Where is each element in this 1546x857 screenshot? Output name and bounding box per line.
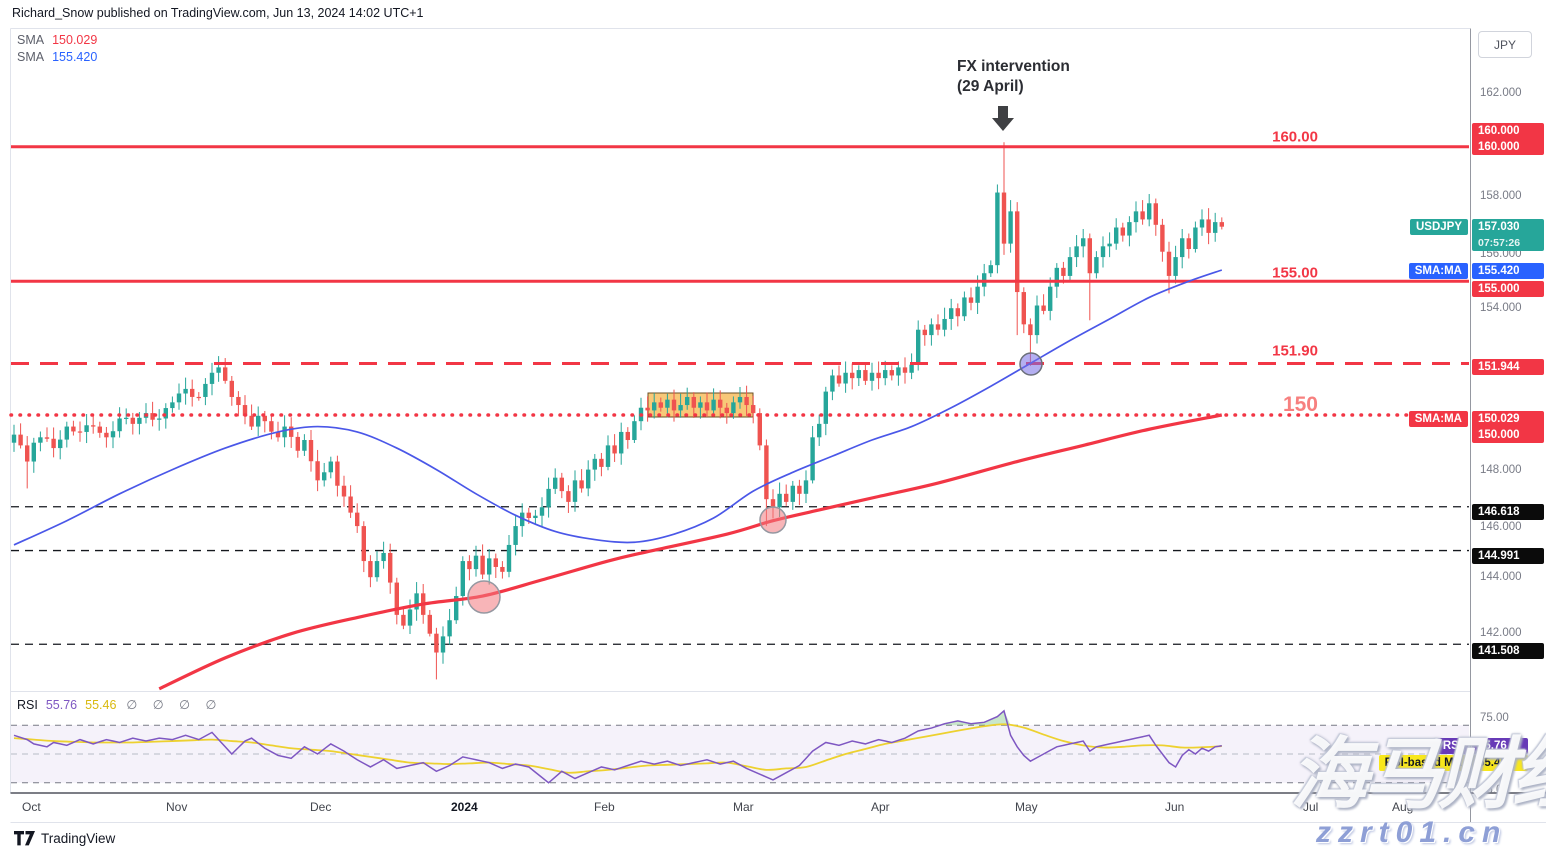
- badge-value: 160.000: [1478, 141, 1520, 153]
- rsi-legend[interactable]: RSI 55.76 55.46 ∅ ∅ ∅ ∅: [17, 697, 222, 712]
- level-label: 151.90: [1272, 342, 1318, 360]
- price-axis-badge[interactable]: 150.029 150.000: [1472, 411, 1544, 443]
- badge-side-label[interactable]: SMA:MA: [1408, 411, 1468, 427]
- badge-value: 150.000: [1478, 429, 1520, 441]
- badge-side-label[interactable]: RSI: [1436, 738, 1468, 754]
- sma-fast-label: SMA: [17, 33, 45, 47]
- time-axis-label[interactable]: Aug: [1392, 800, 1414, 814]
- price-axis-tick[interactable]: 158.000: [1480, 190, 1522, 202]
- badge-value: 151.944: [1478, 361, 1520, 373]
- currency-unit-button[interactable]: JPY: [1478, 31, 1532, 58]
- price-axis-badge[interactable]: 144.991: [1472, 548, 1544, 564]
- time-axis-label[interactable]: Apr: [871, 800, 890, 814]
- price-axis-badge[interactable]: 155.000: [1472, 281, 1544, 297]
- badge-value: 160.000: [1478, 125, 1520, 137]
- badge-value: 157.030: [1478, 221, 1520, 233]
- badge-value: 141.508: [1478, 645, 1520, 657]
- price-axis-tick[interactable]: 144.000: [1480, 571, 1522, 583]
- time-axis-label[interactable]: Mar: [733, 800, 754, 814]
- badge-value: 155.000: [1478, 283, 1520, 295]
- time-axis-label[interactable]: Nov: [166, 800, 188, 814]
- price-axis-badge[interactable]: 155.420: [1472, 263, 1544, 279]
- time-axis-label[interactable]: Jun: [1165, 800, 1185, 814]
- annotation-line1: FX intervention: [957, 58, 1070, 75]
- time-axis-label[interactable]: Feb: [594, 800, 615, 814]
- time-axis-label[interactable]: Oct: [22, 800, 41, 814]
- price-axis-tick[interactable]: 25.00: [1480, 784, 1509, 796]
- badge-value: 55.46: [1478, 757, 1507, 769]
- price-axis-tick[interactable]: 148.000: [1480, 464, 1522, 476]
- sma-fast-value: 150.029: [52, 33, 98, 47]
- time-axis-label[interactable]: Jul: [1303, 800, 1319, 814]
- sma-slow-line: [13, 269, 1223, 546]
- rsi-overbought-fill: [14, 710, 1222, 726]
- rsi-line: [13, 709, 1222, 784]
- crossover-circle-marker: [1019, 352, 1043, 376]
- level-label: 150: [1282, 393, 1318, 416]
- price-axis-badge[interactable]: 146.618: [1472, 504, 1544, 520]
- rsi-label: RSI: [17, 698, 38, 712]
- tradingview-logo-icon: [14, 831, 35, 846]
- price-axis-tick[interactable]: 162.000: [1480, 87, 1522, 99]
- price-axis-badge[interactable]: 160.000 160.000: [1472, 123, 1544, 155]
- level-label: 155.00: [1272, 264, 1318, 282]
- price-axis-tick[interactable]: 146.000: [1480, 521, 1522, 533]
- legend-sma-slow[interactable]: SMA 155.420: [17, 50, 97, 67]
- legend-sma-fast[interactable]: SMA 150.029: [17, 33, 97, 50]
- sma-slow-value: 155.420: [52, 50, 98, 64]
- watermark-url: zzrt01.cn: [1316, 816, 1508, 849]
- tradingview-footer[interactable]: TradingView: [14, 831, 115, 846]
- rsi-value: 55.76: [45, 698, 78, 712]
- byline: Richard_Snow published on TradingView.co…: [12, 6, 424, 20]
- price-axis-badge[interactable]: 55.46: [1472, 755, 1528, 771]
- price-axis-badge[interactable]: 55.76: [1472, 738, 1528, 754]
- badge-value: 55.76: [1478, 740, 1507, 752]
- price-axis-tick[interactable]: 75.00: [1480, 712, 1509, 724]
- time-axis-label[interactable]: 2024: [451, 800, 478, 814]
- rsi-empty-params: ∅ ∅ ∅ ∅: [126, 698, 223, 712]
- main-pane: [9, 106, 1471, 691]
- badge-value: 155.420: [1478, 265, 1520, 277]
- price-axis-tick[interactable]: 142.000: [1480, 627, 1522, 639]
- badge-side-label[interactable]: USDJPY: [1409, 219, 1468, 235]
- sma-slow-label: SMA: [17, 50, 45, 64]
- level-label: 160.00: [1272, 128, 1318, 146]
- price-axis-badge[interactable]: 151.944: [1472, 359, 1544, 375]
- badge-value: 144.991: [1478, 550, 1520, 562]
- badge-side-label[interactable]: SMA:MA: [1408, 263, 1468, 279]
- price-axis-tick[interactable]: 154.000: [1480, 302, 1522, 314]
- badge-value: 07:57:26: [1478, 237, 1521, 249]
- indicator-legend: SMA 150.029 SMA 155.420: [17, 33, 97, 67]
- candlesticks: [11, 142, 1224, 680]
- price-axis-tick[interactable]: 156.000: [1480, 248, 1522, 260]
- crossover-circle-marker: [759, 506, 787, 534]
- badge-value: 150.029: [1478, 413, 1520, 425]
- annotation-line2: (29 April): [957, 78, 1024, 95]
- badge-side-label[interactable]: RSI-based MA: [1378, 755, 1468, 771]
- rsi-ma-value: 55.46: [85, 698, 117, 712]
- fx-intervention-annotation: FX intervention (29 April): [957, 57, 1070, 97]
- price-axis-badge[interactable]: 141.508: [1472, 643, 1544, 659]
- badge-value: 146.618: [1478, 506, 1520, 518]
- time-axis-label[interactable]: Dec: [310, 800, 332, 814]
- crossover-circle-marker: [467, 580, 501, 614]
- rsi-pane: [11, 709, 1469, 784]
- time-axis-label[interactable]: May: [1015, 800, 1038, 814]
- down-arrow-icon: [992, 106, 1014, 131]
- price-axis-badge[interactable]: 157.030 07:57:26: [1472, 219, 1544, 251]
- watermark-chinese: 海马财经: [1290, 730, 1546, 818]
- tradingview-logo-text: TradingView: [41, 831, 116, 846]
- sma-fast-line: [158, 413, 1223, 691]
